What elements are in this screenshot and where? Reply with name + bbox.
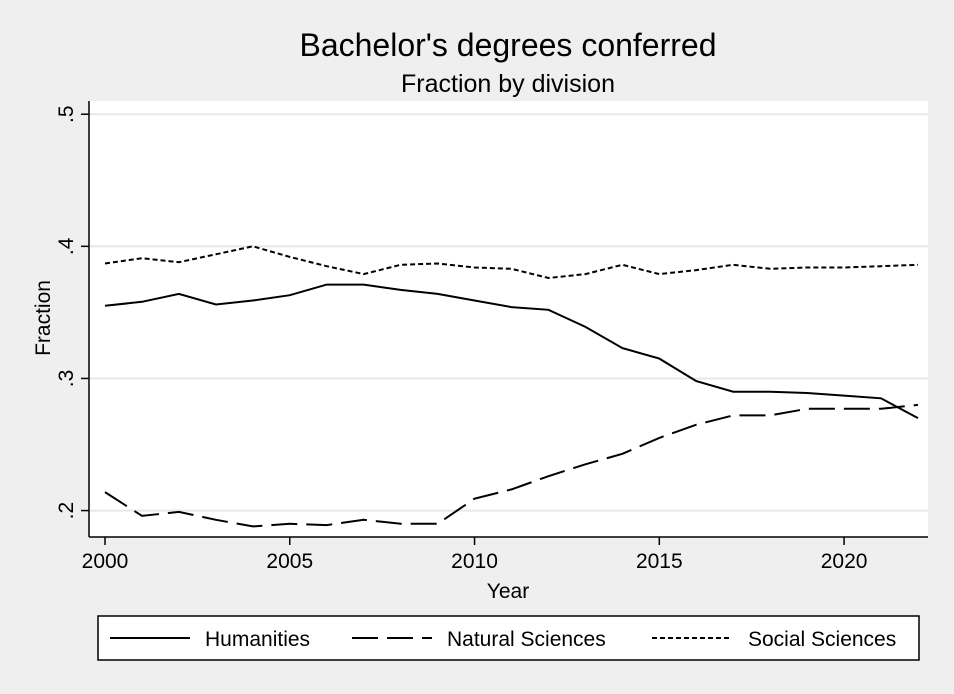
x-tick-label: 2020 <box>821 550 868 573</box>
y-tick-label: .4 <box>55 237 78 255</box>
axes: .2 .3 .4 .5 2000 2005 2010 2015 2020 <box>55 101 928 573</box>
y-tick-label: .5 <box>55 105 78 123</box>
legend-label-humanities: Humanities <box>205 628 310 651</box>
series-lines <box>104 245 919 528</box>
y-tick-label: .3 <box>55 370 78 388</box>
chart-subtitle: Fraction by division <box>401 70 615 98</box>
x-tick-label: 2015 <box>636 550 683 573</box>
y-axis-title: Fraction <box>32 280 55 356</box>
x-axis-title: Year <box>487 580 529 603</box>
x-tick-label: 2010 <box>451 550 498 573</box>
chart-title: Bachelor's degrees conferred <box>299 27 716 63</box>
y-tick-label: .2 <box>55 502 78 520</box>
plot-area <box>89 101 928 537</box>
x-tick-label: 2000 <box>82 550 129 573</box>
legend-box <box>97 615 920 661</box>
legend-label-social-sciences: Social Sciences <box>748 628 896 651</box>
series-line-natural-sciences <box>104 403 919 528</box>
gridlines <box>89 113 928 512</box>
legend: Humanities Natural Sciences Social Scien… <box>97 615 920 661</box>
legend-label-natural-sciences: Natural Sciences <box>447 628 606 651</box>
x-tick-label: 2005 <box>266 550 313 573</box>
series-line-social-sciences <box>104 245 919 280</box>
series-line-humanities <box>104 283 919 419</box>
